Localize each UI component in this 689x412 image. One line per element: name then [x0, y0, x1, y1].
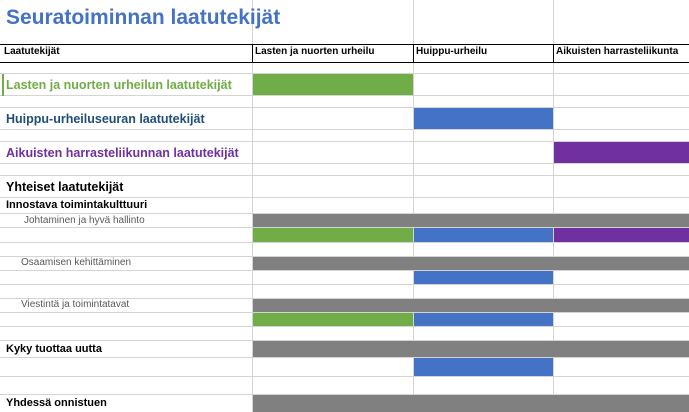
row-gridline — [0, 95, 689, 96]
fill-johtaminen-purple[interactable] — [554, 228, 689, 242]
row-label-huippu[interactable]: Huippu-urheiluseuran laatutekijät — [6, 112, 205, 126]
row-gridline — [0, 340, 689, 341]
fill-huippu-blue[interactable] — [414, 108, 553, 129]
row-gridline — [0, 197, 689, 198]
fill-aikuisten-purple[interactable] — [554, 142, 689, 163]
row-label-viestinta[interactable]: Viestintä ja toimintatavat — [21, 299, 130, 310]
row-label-yhdessa[interactable]: Yhdessä onnistuen — [6, 397, 107, 409]
fill-viestinta-green[interactable] — [253, 313, 413, 326]
row-label-johtaminen[interactable]: Johtaminen ja hyvä hallinto — [24, 215, 145, 226]
fill-viestinta-blue[interactable] — [414, 313, 553, 326]
header-separator — [553, 44, 554, 62]
header-lasten-ja-nuorten-urheilu[interactable]: Lasten ja nuorten urheilu — [255, 46, 375, 57]
row-label-osaaminen[interactable]: Osaamisen kehittäminen — [21, 257, 132, 268]
row-gridline — [0, 376, 689, 377]
row-gridline — [0, 129, 689, 130]
fill-johtaminen-gray[interactable] — [253, 214, 689, 227]
row-gridline — [0, 357, 689, 358]
row-label-aikuisten[interactable]: Aikuisten harrasteliikunnan laatutekijät — [6, 146, 239, 160]
fill-johtaminen-green[interactable] — [253, 228, 413, 242]
header-separator — [252, 44, 253, 62]
fill-osaaminen-gray[interactable] — [253, 257, 689, 270]
column-gridline-d — [553, 0, 554, 412]
row-label-kyky[interactable]: Kyky tuottaa uutta — [6, 343, 102, 355]
sheet-title: Seuratoiminnan laatutekijät — [6, 6, 281, 29]
fill-kyky-blue[interactable] — [414, 358, 553, 376]
row-gridline — [0, 298, 689, 299]
column-gridline-c — [413, 0, 414, 412]
row-gridline — [0, 270, 689, 271]
row-label-yhteiset[interactable]: Yhteiset laatutekijät — [6, 180, 124, 194]
selected-cell-marker — [2, 74, 4, 96]
row-label-lasten[interactable]: Lasten ja nuorten urheilun laatutekijät — [6, 78, 232, 92]
header-laatutekijat[interactable]: Laatutekijät — [4, 46, 60, 57]
fill-viestinta-gray[interactable] — [253, 299, 689, 312]
row-gridline — [0, 213, 689, 214]
row-gridline — [0, 242, 689, 243]
header-huippu-urheilu[interactable]: Huippu-urheilu — [416, 46, 488, 57]
row-gridline — [0, 227, 689, 228]
row-gridline — [0, 312, 689, 313]
row-gridline — [0, 163, 689, 164]
fill-johtaminen-blue[interactable] — [414, 228, 553, 242]
header-separator — [413, 44, 414, 62]
header-aikuisten-harrasteliikunta[interactable]: Aikuisten harrasteliikunta — [556, 46, 679, 57]
header-row — [0, 44, 689, 63]
fill-kyky-gray[interactable] — [253, 341, 689, 357]
row-gridline — [0, 394, 689, 395]
fill-lasten-green[interactable] — [253, 74, 413, 95]
row-label-innostava[interactable]: Innostava toimintakulttuuri — [6, 199, 148, 211]
row-gridline — [0, 107, 689, 108]
row-gridline — [0, 73, 689, 74]
row-gridline — [0, 175, 689, 176]
row-gridline — [0, 141, 689, 142]
row-gridline — [0, 326, 689, 327]
fill-yhdessa-gray[interactable] — [253, 395, 689, 412]
column-gridline-b — [252, 0, 253, 412]
row-gridline — [0, 256, 689, 257]
fill-osaaminen-blue[interactable] — [414, 271, 553, 284]
row-gridline — [0, 284, 689, 285]
